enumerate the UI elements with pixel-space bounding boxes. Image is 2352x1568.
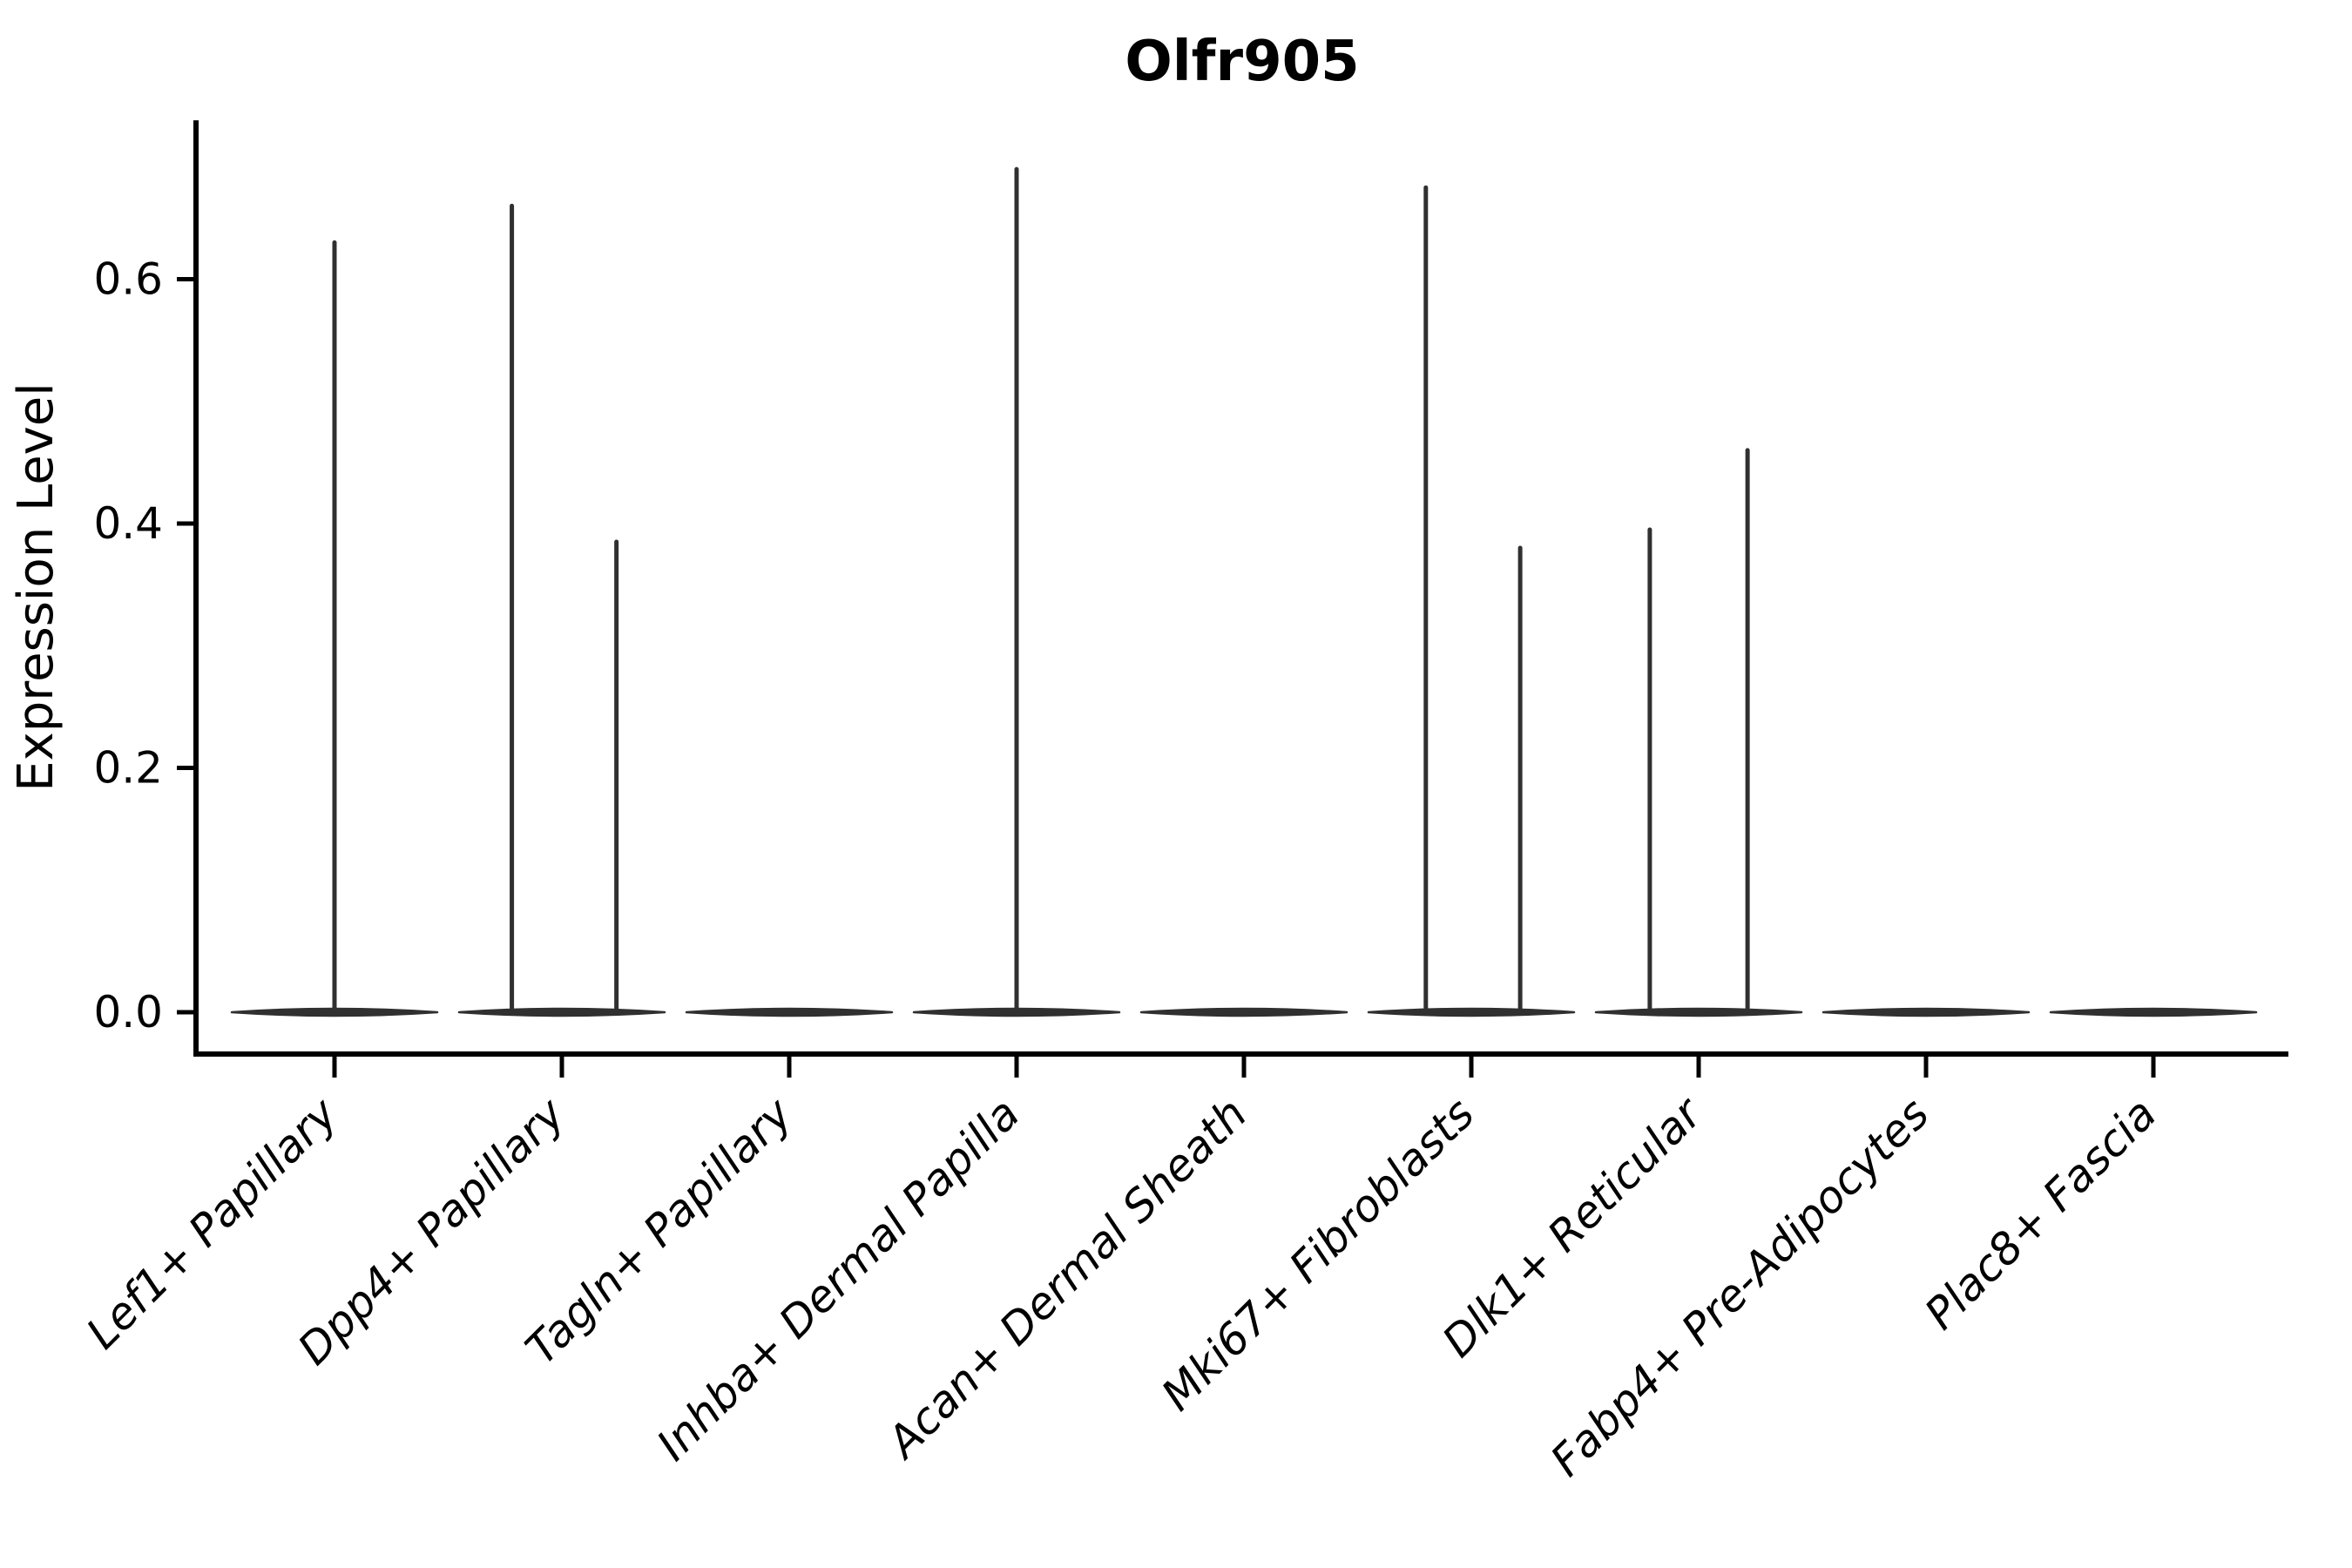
violin-baseline-density — [1367, 1007, 1576, 1017]
violin-baseline-density — [1821, 1007, 2031, 1017]
y-tick-label: 0.4 — [93, 498, 163, 549]
violin-fabp4-pre-adipocytes — [1821, 1007, 2031, 1017]
x-tick-label-inhba-dermal-papilla: Inhba+ Dermal Papilla — [647, 1088, 1029, 1470]
y-tick-label: 0.2 — [93, 743, 163, 794]
chart-title: Olfr905 — [1125, 30, 1359, 94]
violin-baseline-density — [457, 1007, 666, 1017]
violin-lef1-papillary — [230, 240, 439, 1017]
y-tick-label: 0.6 — [93, 254, 163, 305]
violin-dpp4-papillary — [457, 203, 666, 1017]
violin-acan-dermal-sheath — [1139, 1007, 1348, 1017]
y-axis-label: Expression Level — [8, 382, 64, 792]
violin-tagln-papillary — [685, 1007, 894, 1017]
x-tick-label-plac8-fascia: Plac8+ Fascia — [1916, 1088, 2166, 1339]
x-tick-label-fabp4-pre-adipocytes: Fabp4+ Pre-Adipocytes — [1541, 1088, 1939, 1486]
violin-dlk1-reticular — [1594, 448, 1803, 1017]
x-tick-label-lef1-papillary: Lef1+ Papillary — [77, 1087, 348, 1358]
violin-mki67-fibroblasts — [1367, 185, 1576, 1017]
x-tick-label-acan-dermal-sheath: Acan+ Dermal Sheath — [876, 1088, 1257, 1469]
violin-baseline-density — [2049, 1007, 2258, 1017]
y-tick-label: 0.0 — [93, 987, 163, 1037]
violin-baseline-density — [1139, 1007, 1348, 1017]
violin-inhba-dermal-papilla — [912, 166, 1121, 1017]
violin-baseline-density — [685, 1007, 894, 1017]
violin-baseline-density — [1594, 1007, 1803, 1017]
violin-plac8-fascia — [2049, 1007, 2258, 1017]
